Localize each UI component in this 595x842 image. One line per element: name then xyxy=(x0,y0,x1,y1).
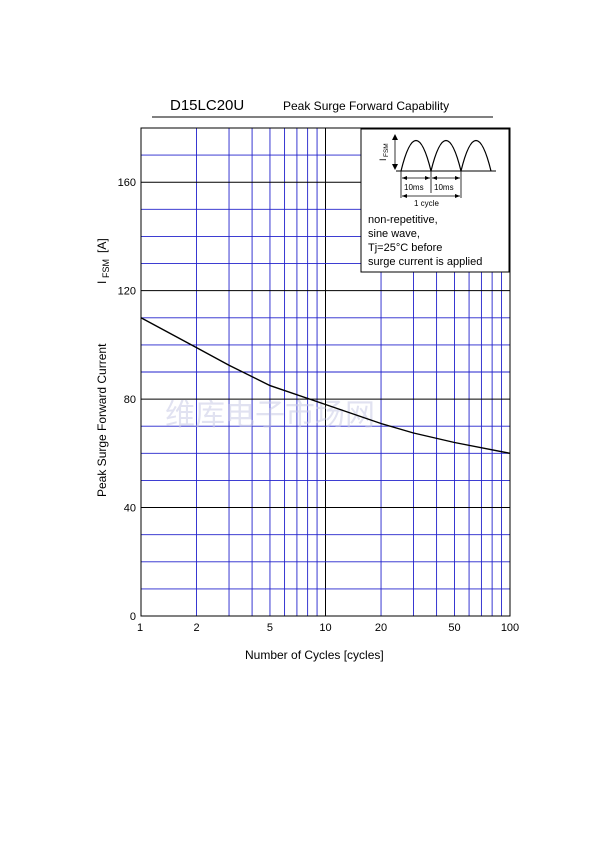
series-curve xyxy=(140,317,511,454)
y-axis-label-text: Peak Surge Forward Current xyxy=(95,343,109,497)
inset-note-4: surge current is applied xyxy=(368,256,482,268)
y-tick-label: 40 xyxy=(124,503,136,515)
x-tick-label: 5 xyxy=(267,622,273,634)
x-tick-label: 50 xyxy=(448,622,460,634)
inset-10ms-label-2: 10ms xyxy=(434,183,454,192)
inset-ifsm-symbol: I xyxy=(378,158,388,161)
inset-10ms-label-1: 10ms xyxy=(404,183,424,192)
x-tick-label: 1 xyxy=(137,622,143,634)
y-tick-label: 80 xyxy=(124,394,136,406)
chart-title: D15LC20U xyxy=(170,97,244,114)
x-tick-label: 20 xyxy=(375,622,387,634)
watermark: 维库电子市场网 xyxy=(165,398,375,433)
y-axis-label-symbol: I xyxy=(95,281,109,284)
y-tick-label: 120 xyxy=(118,286,136,298)
plot-frame xyxy=(140,127,511,617)
inset-note-3: Tj=25°C before xyxy=(368,242,442,254)
y-tick-labels: 0 40 80 120 160 xyxy=(118,177,136,623)
y-tick-label: 0 xyxy=(130,611,136,623)
chart-subtitle: Peak Surge Forward Capability xyxy=(283,99,449,113)
x-axis-label: Number of Cycles [cycles] xyxy=(245,648,384,662)
y-tick-label: 160 xyxy=(118,177,136,189)
inset-note-2: sine wave, xyxy=(368,228,420,240)
inset-cycle-label: 1 cycle xyxy=(414,199,439,208)
x-tick-label: 100 xyxy=(501,622,519,634)
y-axis-label: Peak Surge Forward Current I FSM [A] xyxy=(95,238,111,497)
x-tick-label: 10 xyxy=(319,622,331,634)
inset-ifsm-sub: FSM xyxy=(383,143,390,157)
sine-wave-icon xyxy=(400,139,492,172)
y-axis-label-unit: [A] xyxy=(95,238,109,253)
x-tick-label: 2 xyxy=(193,622,199,634)
y-axis-label-sub: FSM xyxy=(101,259,111,278)
x-tick-labels: 1 2 5 10 20 50 100 xyxy=(137,622,519,634)
inset-note-1: non-repetitive, xyxy=(368,214,438,226)
inset-legend-box: I FSM 10ms 10ms 1 cycle non-repetitive, … xyxy=(360,128,510,273)
